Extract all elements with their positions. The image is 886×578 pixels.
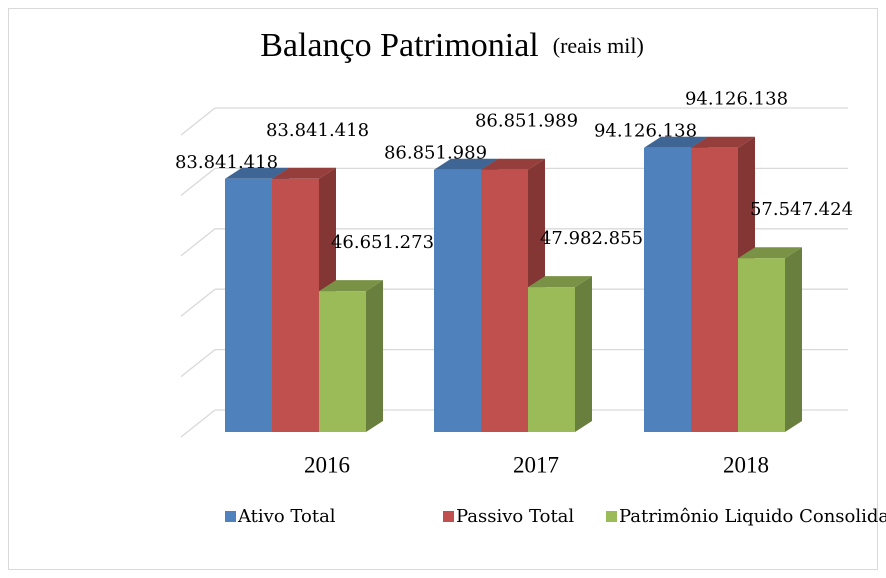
bar-top bbox=[738, 247, 802, 259]
data-label: 47.982.855 bbox=[540, 228, 643, 249]
data-label: 83.841.418 bbox=[175, 152, 278, 173]
chart-title-block: Balanço Patrimonial (reais mil) bbox=[260, 27, 644, 64]
legend-label: Patrimônio Liquido Consolidado bbox=[619, 506, 886, 527]
bar-top bbox=[319, 280, 383, 292]
grid-line-side bbox=[180, 107, 216, 136]
x-tick-label: 2016 bbox=[304, 452, 350, 477]
x-tick-label: 2017 bbox=[513, 452, 559, 477]
chart-title: Balanço Patrimonial bbox=[260, 27, 539, 64]
bar bbox=[319, 291, 366, 432]
legend-swatch bbox=[225, 511, 236, 522]
grid-line-side bbox=[180, 409, 216, 438]
grid-line-side bbox=[180, 167, 216, 196]
bar bbox=[272, 178, 319, 432]
data-label: 83.841.418 bbox=[266, 120, 369, 141]
x-tick-label: 2018 bbox=[723, 452, 769, 477]
bar-top bbox=[528, 276, 592, 288]
bar-side bbox=[575, 276, 592, 432]
bar bbox=[738, 258, 785, 432]
bar bbox=[691, 147, 738, 432]
bar bbox=[481, 169, 528, 432]
bar-side bbox=[366, 280, 383, 432]
data-label: 86.851.989 bbox=[384, 143, 487, 164]
bar-top bbox=[272, 167, 336, 179]
data-label: 57.547.424 bbox=[750, 199, 853, 220]
grid-line-side bbox=[180, 288, 216, 317]
grid-line-side bbox=[180, 228, 216, 257]
bar bbox=[644, 147, 691, 432]
legend-swatch bbox=[606, 511, 617, 522]
bar bbox=[434, 169, 481, 432]
data-label: 46.651.273 bbox=[331, 232, 434, 253]
bar-top bbox=[225, 167, 289, 179]
bar-side bbox=[785, 247, 802, 432]
bar-top bbox=[434, 158, 498, 170]
data-label: 94.126.138 bbox=[594, 121, 697, 142]
legend-label: Passivo Total bbox=[456, 506, 574, 527]
chart-subtitle: (reais mil) bbox=[553, 33, 644, 58]
legend-label: Ativo Total bbox=[237, 506, 336, 527]
bar-top bbox=[644, 136, 708, 148]
data-label: 94.126.138 bbox=[685, 89, 788, 110]
bar bbox=[225, 178, 272, 432]
bar bbox=[528, 287, 575, 432]
grid-line-side bbox=[180, 349, 216, 378]
bar-top bbox=[481, 158, 545, 170]
legend-swatch bbox=[443, 511, 454, 522]
bar-top bbox=[691, 136, 755, 148]
data-label: 86.851.989 bbox=[475, 111, 578, 132]
